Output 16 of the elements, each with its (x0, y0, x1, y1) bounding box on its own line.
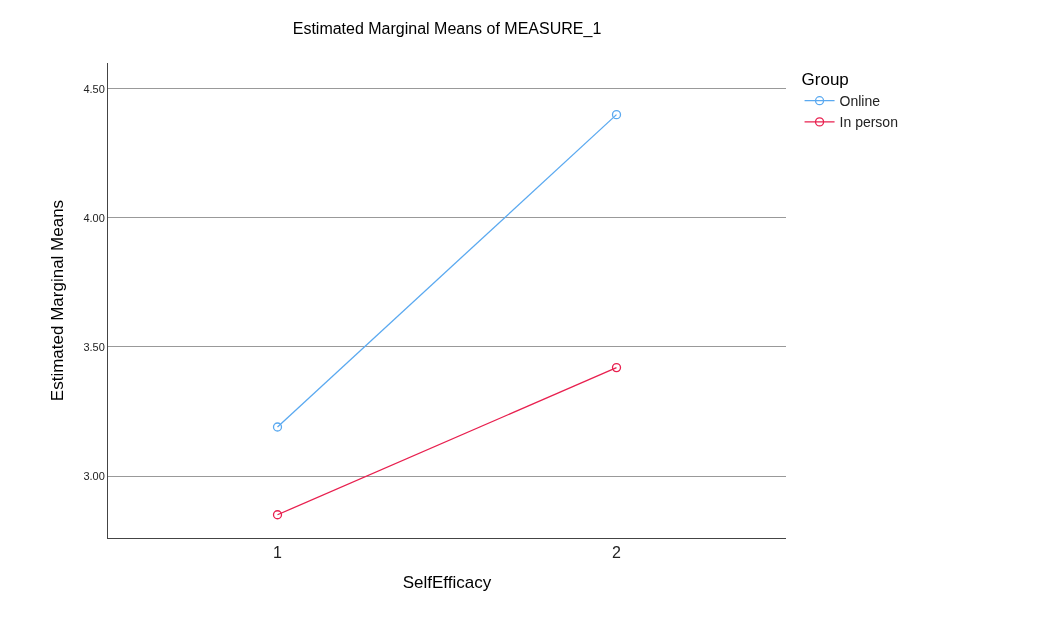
x-tick-label: 1 (273, 544, 283, 562)
x-tick-label: 2 (612, 544, 622, 562)
y-tick-label: 3.50 (83, 340, 105, 353)
y-tick-label: 3.00 (83, 469, 105, 482)
y-axis-title: Estimated Marginal Means (47, 199, 67, 402)
chart-title: Estimated Marginal Means of MEASURE_1 (292, 19, 602, 38)
point (611, 362, 622, 373)
legend-label: In person (839, 114, 898, 131)
point (611, 109, 622, 120)
legend-label: Online (839, 93, 881, 110)
y-tick-label: 4.00 (83, 211, 105, 224)
x-axis-title: SelfEfficacy (402, 572, 492, 592)
point (272, 510, 283, 520)
point (272, 422, 283, 432)
legend-title: Group (801, 70, 849, 90)
y-tick-label: 4.50 (83, 82, 105, 95)
